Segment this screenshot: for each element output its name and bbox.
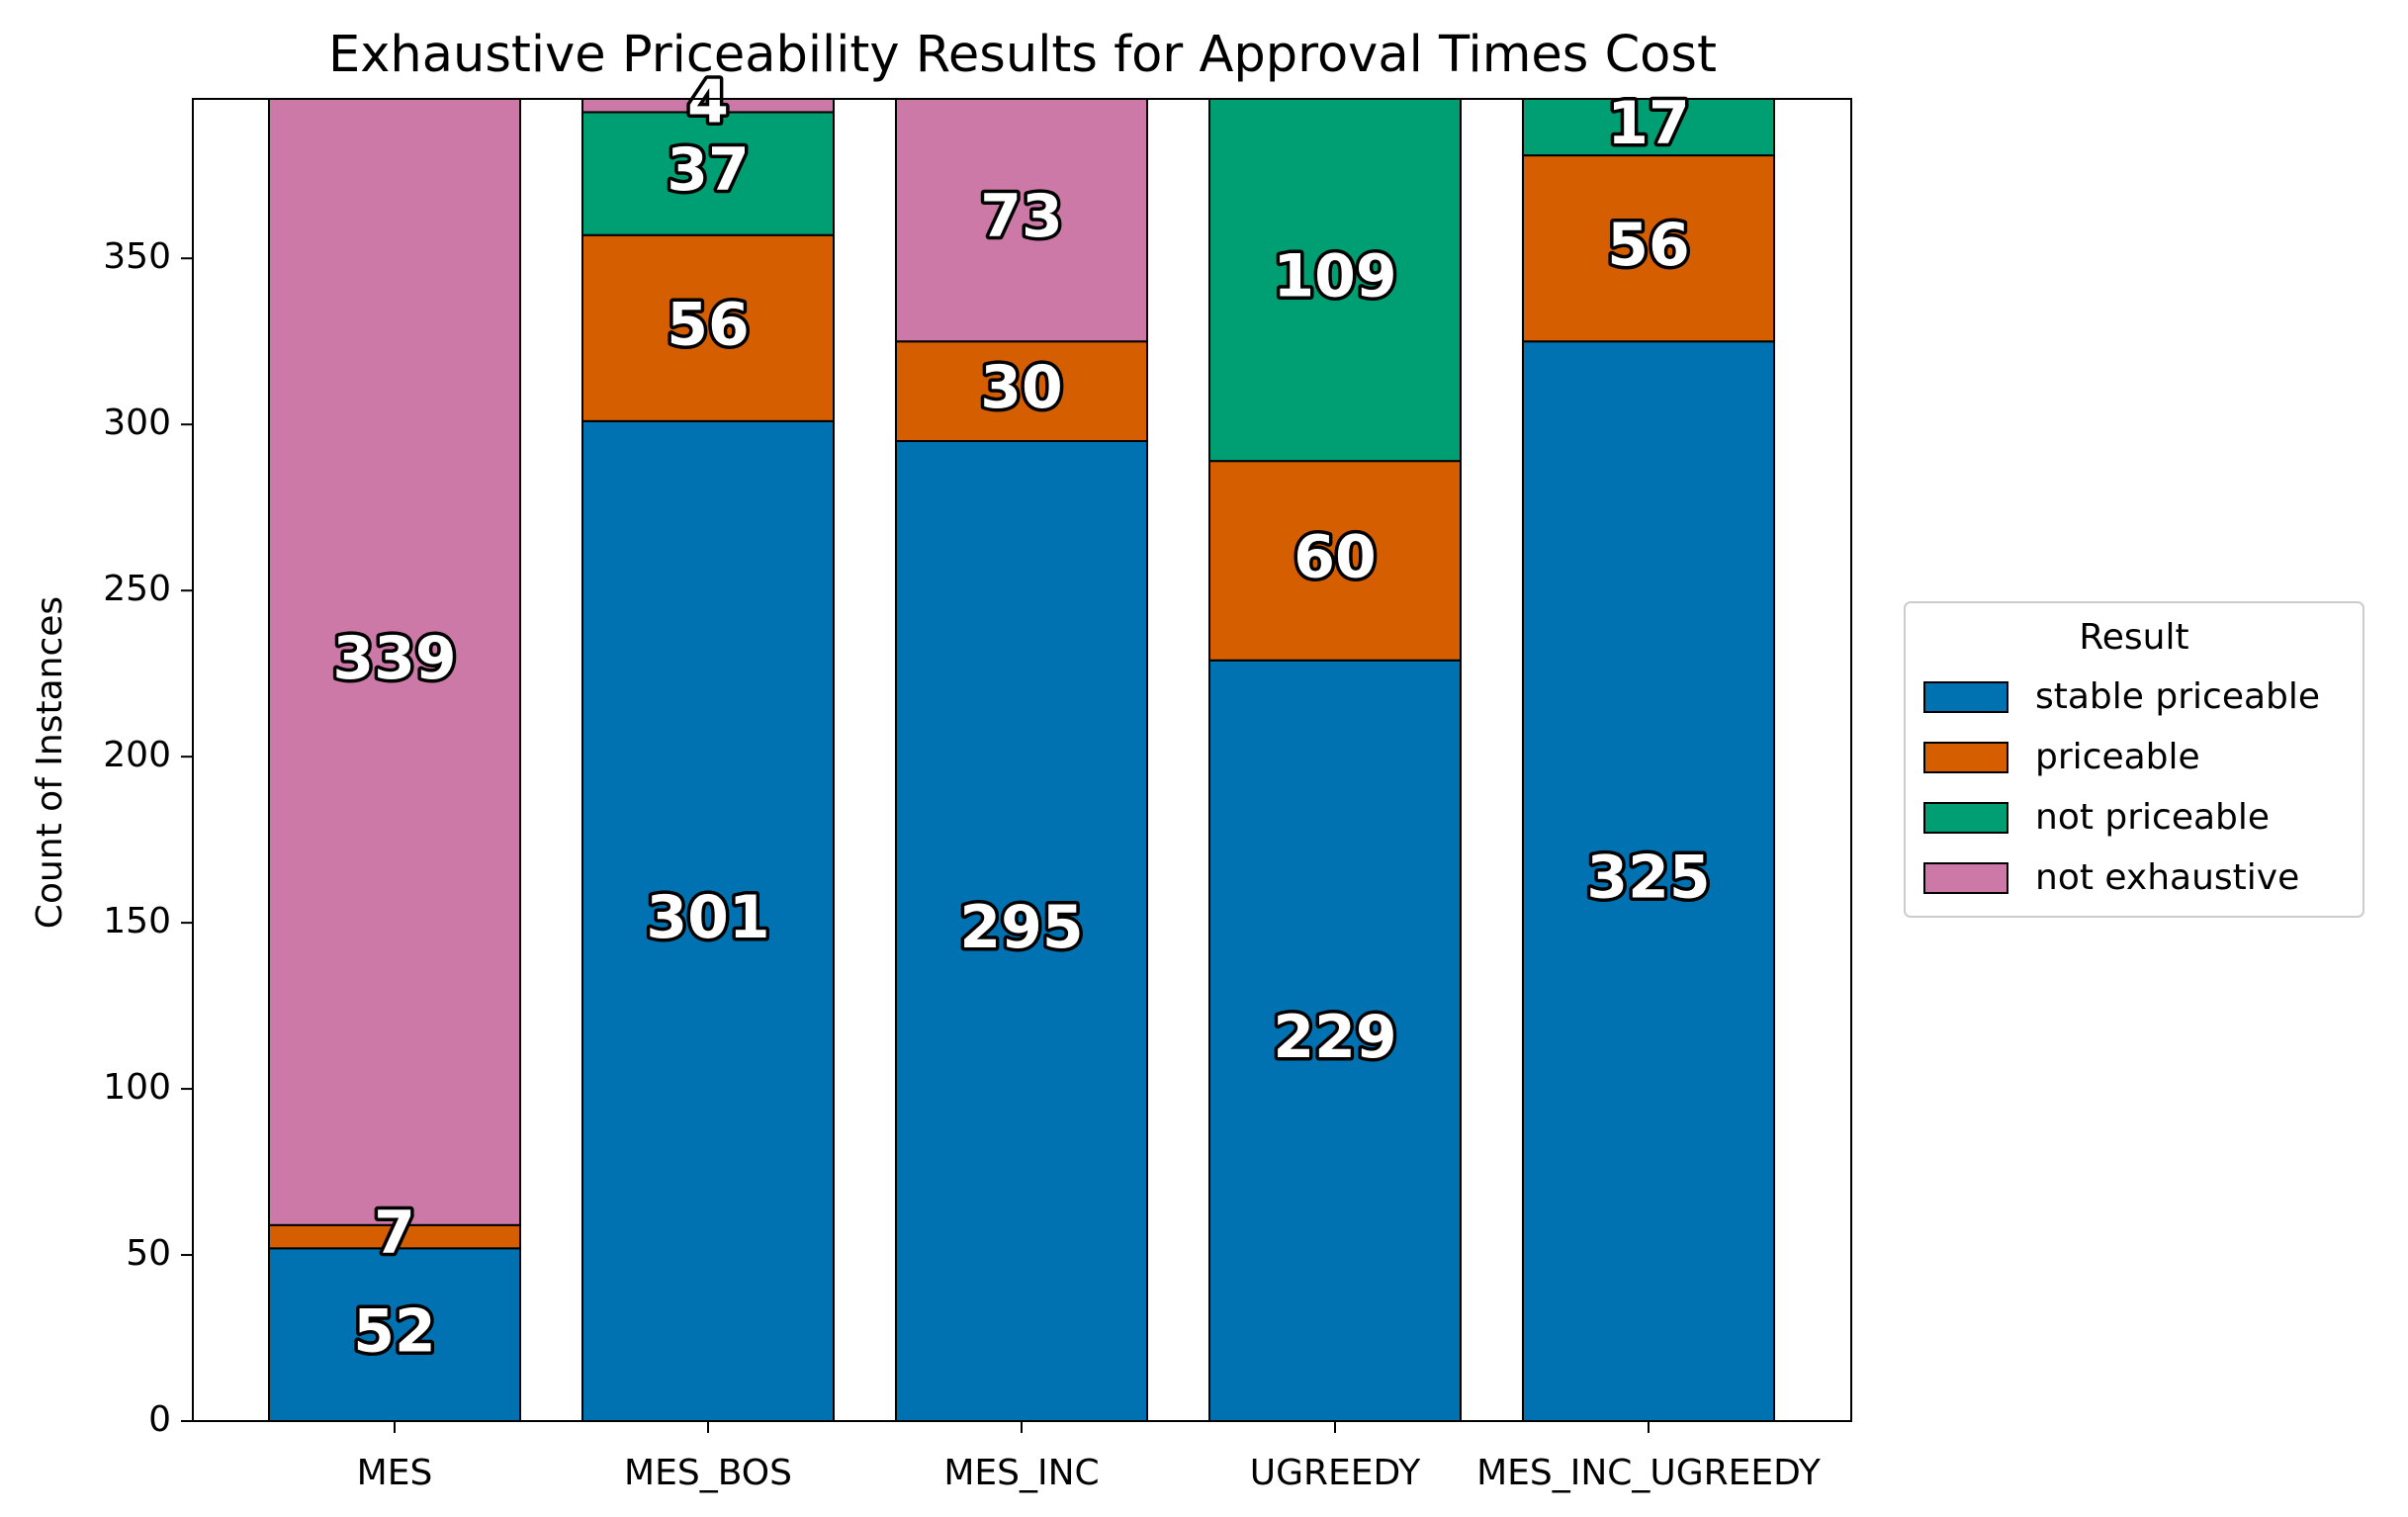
x-tick-label-ugreedy: UGREEDY bbox=[1250, 1453, 1422, 1493]
bar-label-mes-priceable: 7 bbox=[374, 1199, 415, 1268]
bar-segment-ugreedy-not-priceable bbox=[1208, 99, 1462, 463]
bar-segment-mes_inc_ugreedy-stable-priceable bbox=[1522, 340, 1775, 1421]
bar-segment-mes_bos-not-priceable bbox=[581, 111, 835, 236]
x-tick-label-mes: MES bbox=[357, 1453, 433, 1493]
legend-swatch-not-priceable bbox=[1923, 802, 2008, 834]
bars-layer bbox=[268, 99, 1775, 1421]
bar-segment-mes_inc_ugreedy-priceable bbox=[1522, 154, 1775, 343]
y-tick-label-150: 150 bbox=[103, 901, 171, 941]
y-tick-label-0: 0 bbox=[148, 1399, 171, 1440]
bar-segment-mes_bos-priceable bbox=[581, 233, 835, 422]
bar-label-mes_bos-not-priceable: 37 bbox=[667, 135, 750, 205]
bar-segment-mes_bos-not-exhaustive bbox=[581, 99, 835, 114]
bar-segment-mes_bos-stable-priceable bbox=[581, 419, 835, 1421]
y-tick-label-350: 350 bbox=[103, 236, 171, 277]
bar-label-mes_bos-not-exhaustive: 4 bbox=[687, 67, 729, 136]
legend-title: Result bbox=[2079, 617, 2188, 658]
bar-label-mes_inc-priceable: 30 bbox=[980, 353, 1063, 422]
legend-items: stable priceable priceable not priceable no… bbox=[1923, 676, 2320, 898]
legend-frame bbox=[1904, 601, 2364, 918]
y-tick-label-200: 200 bbox=[103, 735, 171, 775]
bar-label-ugreedy-priceable: 60 bbox=[1293, 523, 1377, 592]
x-tick-label-mes_inc: MES_INC bbox=[943, 1453, 1099, 1493]
y-tick-label-100: 100 bbox=[103, 1067, 171, 1108]
bar-label-mes_bos-priceable: 56 bbox=[667, 290, 750, 359]
legend-swatch-priceable bbox=[1923, 742, 2008, 773]
bar-segment-mes_inc-priceable bbox=[895, 340, 1148, 443]
y-tick-label-250: 250 bbox=[103, 569, 171, 609]
bar-labels-layer: 52 7 339 301 56 374 295 30 73 229 60 109 325 56 17 bbox=[329, 64, 1714, 1370]
bar-label-mes_inc_ugreedy-not-priceable: 17 bbox=[1607, 89, 1690, 158]
y-axis-title: Count of Instances bbox=[30, 596, 70, 929]
bar-segment-mes_inc_ugreedy-not-priceable bbox=[1522, 99, 1775, 157]
bar-label-mes-not-exhaustive: 339 bbox=[332, 624, 456, 693]
bar-label-mes_inc-not-exhaustive: 73 bbox=[980, 182, 1063, 251]
bar-segment-ugreedy-stable-priceable bbox=[1208, 659, 1462, 1421]
y-tick-label-50: 50 bbox=[126, 1233, 171, 1274]
bar-segment-mes-not-exhaustive bbox=[268, 99, 521, 1226]
bar-label-mes_inc_ugreedy-priceable: 56 bbox=[1607, 211, 1690, 280]
legend: Result stable priceable priceable not pric… bbox=[1904, 601, 2364, 918]
bar-segment-mes-stable-priceable bbox=[268, 1247, 521, 1421]
legend-label-priceable: priceable bbox=[2035, 737, 2200, 777]
legend-swatch-not-exhaustive bbox=[1923, 862, 2008, 894]
y-tick-label-300: 300 bbox=[103, 402, 171, 443]
x-tick-label-mes_bos: MES_BOS bbox=[624, 1453, 792, 1493]
bar-label-mes-stable-priceable: 52 bbox=[353, 1296, 436, 1366]
bar-label-ugreedy-stable-priceable: 229 bbox=[1273, 1003, 1396, 1072]
chart-title: Exhaustive Priceability Results for Appr… bbox=[328, 26, 1717, 84]
bar-label-mes_bos-stable-priceable: 301 bbox=[646, 883, 769, 952]
legend-label-stable-priceable: stable priceable bbox=[2035, 676, 2320, 717]
axes-layer: 0 50 100 150 200 250 300 350 MES MES_BOS MES_INC UG… bbox=[103, 98, 1852, 1493]
legend-label-not-exhaustive: not exhaustive bbox=[2035, 857, 2299, 898]
bar-label-mes_inc_ugreedy-stable-priceable: 325 bbox=[1586, 844, 1710, 913]
legend-label-not-priceable: not priceable bbox=[2035, 797, 2270, 838]
x-tick-label-mes_inc_ugreedy: MES_INC_UGREEDY bbox=[1476, 1453, 1822, 1493]
bar-segment-mes_inc-not-exhaustive bbox=[895, 99, 1148, 343]
bar-label-ugreedy-not-priceable: 109 bbox=[1273, 242, 1396, 312]
bar-label-mes_inc-stable-priceable: 295 bbox=[959, 893, 1083, 962]
legend-swatch-stable-priceable bbox=[1923, 681, 2008, 713]
